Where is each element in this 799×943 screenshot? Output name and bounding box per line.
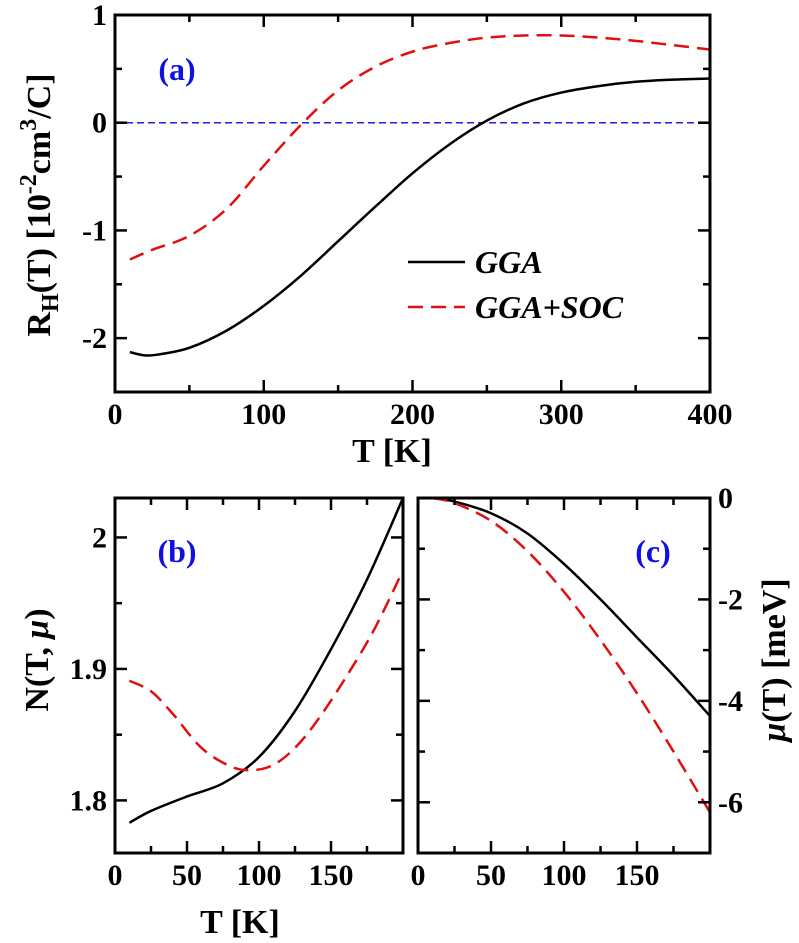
panel-a-y-axis-title-end: /C] bbox=[21, 73, 58, 119]
panel-b-series-gga-soc-line bbox=[128, 569, 403, 772]
panel-a-y-axis-title-sup1: -2 bbox=[16, 174, 42, 194]
panel-a-y-axis-title-cm: cm bbox=[21, 131, 58, 174]
panel-c-y-axis-title: μ(T) [meV] bbox=[756, 578, 793, 743]
panel-a: T [K] RH(T) [10-2cm3/C] 0 100 200 300 400-2-… bbox=[16, 0, 733, 470]
panel-a-legend: GGA GGA+SOC bbox=[408, 244, 624, 325]
panel-a-panel-label: (a) bbox=[158, 51, 195, 87]
panel-a-y-axis-title-sup2: 3 bbox=[16, 119, 42, 131]
panel-c-series-gga-soc-line bbox=[432, 498, 710, 814]
panel-a-y-tick-label: -2 bbox=[82, 322, 107, 355]
panel-b-y-tick-label: 1.9 bbox=[70, 653, 108, 686]
panel-a-series-gga-soc-line bbox=[129, 33, 710, 261]
panel-b-y-tick-label: 2 bbox=[92, 521, 107, 554]
panel-a-x-axis-title: T [K] bbox=[352, 433, 432, 470]
panel-a-x-tick-label: 200 bbox=[390, 398, 435, 431]
panel-b-x-tick-label: 100 bbox=[237, 859, 282, 892]
panel-b-x-tick-label: 150 bbox=[309, 859, 354, 892]
panel-c-y-tick-label: -4 bbox=[718, 685, 743, 718]
panel-c-series-gga-line bbox=[432, 498, 710, 717]
panel-b-panel-label: (b) bbox=[157, 533, 196, 569]
panel-c-y-tick-label: 0 bbox=[718, 482, 733, 515]
panel-a-y-tick-label: -1 bbox=[82, 214, 107, 247]
panel-a-x-tick-label: 300 bbox=[539, 398, 584, 431]
panel-c-y-axis-title-rest: (T) [meV] bbox=[756, 578, 793, 722]
panel-a-x-tick-label: 400 bbox=[688, 398, 733, 431]
panel-bc-x-axis-title: T [K] bbox=[200, 904, 280, 941]
panel-a-y-axis-title-r: R bbox=[21, 312, 58, 337]
panel-c-x-tick-label: 0 bbox=[411, 859, 426, 892]
panel-c-y-axis-title-mu: μ bbox=[756, 723, 793, 744]
panel-a-legend-label: GGA bbox=[475, 244, 543, 280]
panel-b-y-tick-label: 1.8 bbox=[70, 784, 108, 817]
panel-b-y-axis-title-a: N(T, bbox=[19, 639, 56, 712]
panel-c-x-tick-label: 150 bbox=[615, 859, 660, 892]
panel-c-y-tick-label: -6 bbox=[718, 786, 743, 819]
panel-b-y-axis-title-b: ) bbox=[19, 608, 56, 619]
panel-a-y-tick-label: 0 bbox=[92, 107, 107, 140]
panel-c-x-tick-label: 100 bbox=[542, 859, 587, 892]
panel-a-y-axis-title: RH(T) [10-2cm3/C] bbox=[16, 73, 64, 336]
panel-b-x-tick-label: 0 bbox=[108, 859, 123, 892]
panel-c-y-tick-label: -2 bbox=[718, 583, 743, 616]
panel-b-y-axis-title: N(T, μ) bbox=[19, 608, 56, 711]
panel-c-x-tick-label: 50 bbox=[476, 859, 506, 892]
panel-b-series-gga-line bbox=[128, 498, 403, 824]
panel-a-y-axis-title-sub: H bbox=[38, 293, 64, 312]
panel-a-series-gga-line bbox=[129, 77, 710, 357]
panel-a-legend-label: GGA+SOC bbox=[475, 289, 624, 325]
panel-a-plot-frame bbox=[113, 13, 712, 394]
panel-c: μ(T) [meV] 0 50 100 150 -6 -4 -2 0 (c) bbox=[411, 482, 794, 892]
panel-b-y-axis-title-mu: μ bbox=[19, 620, 56, 641]
panel-a-y-tick-label: 1 bbox=[92, 0, 107, 32]
panel-a-y-axis-title-mid: (T) [10 bbox=[21, 194, 58, 293]
panel-c-panel-label: (c) bbox=[635, 533, 671, 569]
panel-a-x-tick-label: 0 bbox=[108, 398, 123, 431]
panel-b: N(T, μ) 0 50 100 150 1.8 1.9 2 (b) bbox=[19, 496, 405, 892]
panel-a-x-tick-label: 100 bbox=[241, 398, 286, 431]
panel-b-x-tick-label: 50 bbox=[172, 859, 202, 892]
